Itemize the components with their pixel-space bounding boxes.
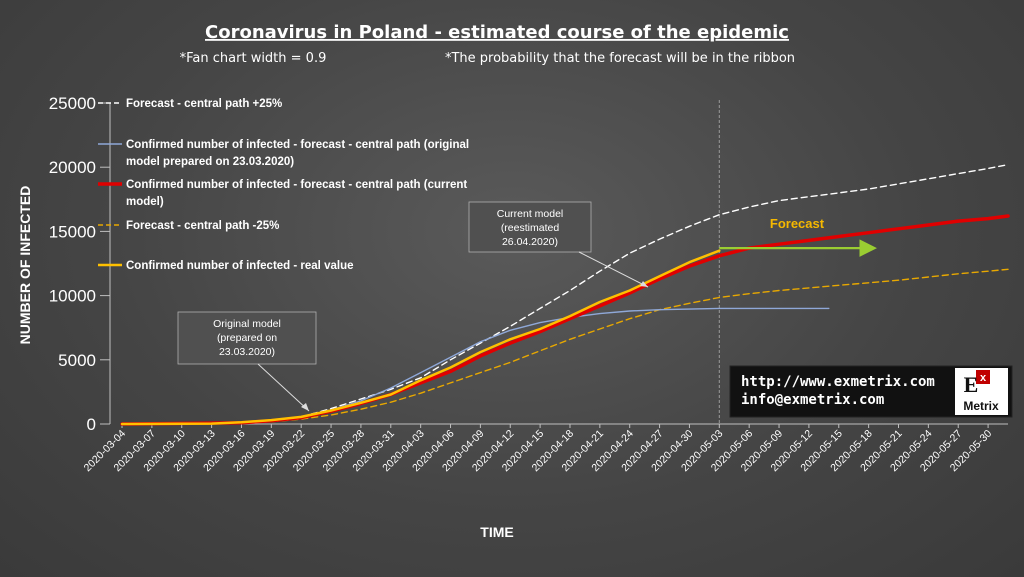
current-model-pointer-head	[640, 281, 648, 287]
original-model-callout-box	[177, 311, 317, 365]
legend: Forecast - central path +25% Confirmed nu…	[98, 98, 469, 272]
y-tick-label: 20000	[49, 158, 96, 177]
current-model-callout-text: (reestimated	[501, 222, 560, 234]
legend-label-3: Forecast - central path -25%	[126, 220, 279, 232]
legend-label-1: model prepared on 23.03.2020)	[126, 156, 294, 168]
legend-label-1: Confirmed number of infected - forecast …	[126, 139, 469, 151]
forecast-label: Forecast	[770, 216, 825, 231]
current-model-callout-box	[468, 201, 592, 253]
original-model-callout-text: (prepared on	[217, 332, 277, 344]
branding-url[interactable]: http://www.exmetrix.com	[741, 374, 935, 390]
series-line-4	[120, 249, 721, 426]
x-axis: 2020-03-042020-03-072020-03-102020-03-13…	[82, 423, 1008, 474]
y-tick-label: 15000	[49, 222, 96, 241]
original-model-pointer	[257, 363, 310, 412]
logo-red-square	[976, 370, 990, 384]
series-line-3	[121, 268, 1009, 425]
legend-label-0: Forecast - central path +25%	[126, 98, 282, 110]
annotations: Original model (prepared on 23.03.2020) Cur…	[177, 201, 877, 412]
series-lines	[120, 163, 1010, 426]
current-model-pointer	[578, 251, 649, 288]
series-line-0	[121, 163, 1009, 425]
y-axis-title: NUMBER OF INFECTED	[17, 186, 33, 345]
original-model-pointer-head	[301, 403, 309, 411]
y-tick-label: 25000	[49, 94, 96, 113]
legend-label-2: Confirmed number of infected - forecast …	[126, 179, 467, 191]
original-model-callout-text: Original model	[213, 318, 281, 330]
legend-label-4: Confirmed number of infected - real valu…	[126, 260, 353, 272]
y-axis: 0 5000 10000 15000 20000 25000	[49, 94, 111, 434]
logo-text: Metrix	[963, 399, 999, 413]
y-tick-label: 0	[87, 415, 96, 434]
legend-label-2: model)	[126, 196, 164, 208]
branding-box: http://www.exmetrix.com info@exmetrix.co…	[729, 365, 1013, 418]
current-model-callout-text: 26.04.2020)	[502, 236, 558, 248]
y-tick-label: 5000	[58, 351, 96, 370]
chart-title: Coronavirus in Poland - estimated course…	[205, 22, 789, 43]
branding-email[interactable]: info@exmetrix.com	[741, 392, 884, 408]
current-model-callout-text: Current model	[497, 208, 564, 220]
chart-subtitle-right: *The probability that the forecast will …	[445, 51, 795, 66]
logo-superscript: x	[980, 372, 987, 384]
y-tick-label: 10000	[49, 287, 96, 306]
chart-subtitle-left: *Fan chart width = 0.9	[180, 51, 327, 66]
logo-letter: E	[964, 372, 979, 397]
x-axis-title: TIME	[480, 524, 513, 540]
original-model-callout-text: 23.03.2020)	[219, 346, 275, 358]
